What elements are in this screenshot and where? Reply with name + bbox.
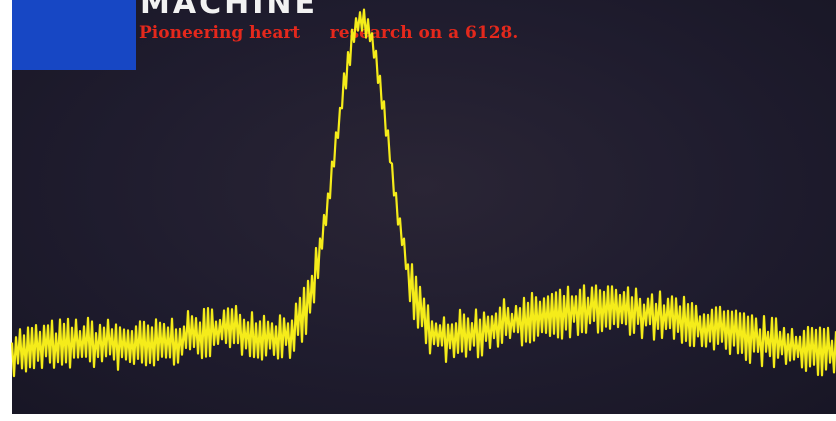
blue-color-block xyxy=(12,0,136,70)
waveform-trace xyxy=(10,8,836,378)
cropped-heading: MACHINE xyxy=(140,0,318,21)
